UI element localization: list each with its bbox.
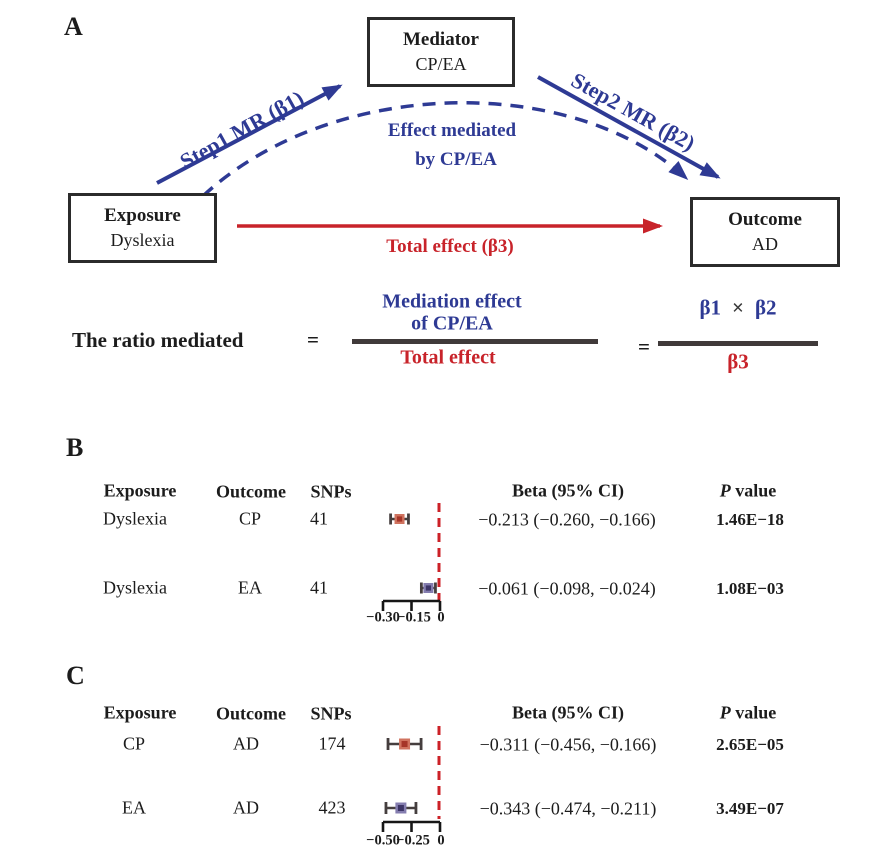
panel-b-tick-3: 0 — [437, 609, 445, 626]
panel-b-header-pvalue: P value — [719, 480, 777, 501]
panel-c-header-outcome: Outcome — [216, 703, 286, 724]
mediator-box: Mediator CP/EA — [367, 17, 515, 87]
cell-pvalue: 1.08E−03 — [716, 579, 784, 598]
forest-marker-c-2 — [384, 802, 418, 814]
mediated-dashed-arrow — [201, 101, 689, 198]
panel-b-label: B — [66, 433, 84, 462]
formula-lhs: The ratio mediated — [72, 328, 244, 352]
outcome-subtitle: AD — [752, 233, 778, 254]
outcome-box: Outcome AD — [690, 197, 840, 267]
formula-fraction-bar-1 — [352, 339, 598, 344]
cell-exposure: EA — [122, 797, 146, 818]
step2-arrow — [537, 75, 721, 179]
mediated-effect-label-line1: Effect mediated — [387, 120, 517, 141]
cell-outcome: AD — [233, 797, 259, 818]
mediator-subtitle: CP/EA — [415, 53, 467, 74]
panel-c-header-snps: SNPs — [310, 703, 352, 724]
formula-beta2: β2 — [754, 295, 777, 320]
formula-equals-2: = — [638, 334, 650, 359]
cell-pvalue: 3.49E−07 — [716, 799, 784, 818]
panel-c-header-exposure: Exposure — [103, 702, 177, 723]
panel-b-axis — [381, 599, 442, 611]
total-effect-label: Total effect (β3) — [386, 236, 514, 257]
forest-markers-layer — [384, 513, 437, 814]
panel-c-tick-2: −0.25 — [396, 832, 430, 849]
panel-a-label: A — [64, 12, 83, 41]
multiply-sign: × — [732, 295, 744, 320]
panel-b-header-snps: SNPs — [310, 481, 352, 502]
formula-fraction-bar-2 — [658, 341, 818, 346]
cell-exposure: CP — [122, 733, 146, 754]
formula-num1-line2: of CP/EA — [411, 312, 493, 335]
panel-b-tick-1: −0.30 — [366, 609, 400, 626]
panel-c-label: C — [66, 661, 85, 690]
panel-c-tick-3: 0 — [437, 832, 445, 849]
cell-beta: −0.343 (−0.474, −0.211) — [479, 798, 657, 819]
formula-den1: Total effect — [400, 346, 496, 369]
formula-num2: β1 × β2 — [699, 296, 776, 321]
cell-outcome: CP — [238, 508, 262, 529]
mediated-effect-label-line2: by CP/EA — [415, 149, 497, 170]
cell-exposure: Dyslexia — [103, 508, 167, 529]
cell-outcome: AD — [233, 733, 259, 754]
cell-pvalue: 1.46E−18 — [716, 510, 784, 529]
cell-beta: −0.061 (−0.098, −0.024) — [478, 578, 656, 599]
cell-snps: 41 — [310, 577, 328, 598]
panel-b-header-exposure: Exposure — [103, 480, 177, 501]
cell-snps: 41 — [310, 508, 328, 529]
outcome-title: Outcome — [728, 208, 802, 230]
cell-beta: −0.213 (−0.260, −0.166) — [478, 509, 656, 530]
step1-arrow — [156, 84, 343, 185]
panel-c-header-beta: Beta (95% CI) — [512, 702, 624, 723]
forest-marker-b-2 — [419, 582, 437, 594]
exposure-title: Exposure — [104, 204, 181, 226]
exposure-box: Exposure Dyslexia — [68, 193, 217, 263]
cell-snps: 423 — [318, 797, 346, 818]
forest-marker-b-1 — [389, 513, 410, 525]
forest-marker-c-1 — [386, 738, 423, 750]
formula-num1-line1: Mediation effect — [382, 290, 522, 313]
formula-equals-1: = — [307, 327, 319, 352]
cell-outcome: EA — [238, 577, 262, 598]
formula-beta1: β1 — [699, 295, 722, 320]
mediator-title: Mediator — [403, 28, 479, 50]
cell-pvalue: 2.65E−05 — [716, 735, 784, 754]
panel-b-header-outcome: Outcome — [216, 481, 286, 502]
panel-b-header-beta: Beta (95% CI) — [512, 480, 624, 501]
panel-b-tick-2: −0.15 — [397, 609, 431, 626]
panel-c-header-pvalue: P value — [719, 702, 777, 723]
cell-snps: 174 — [318, 733, 346, 754]
formula-den2: β3 — [727, 349, 749, 374]
cell-exposure: Dyslexia — [103, 577, 167, 598]
panel-c-tick-1: −0.50 — [366, 832, 400, 849]
exposure-subtitle: Dyslexia — [110, 229, 175, 250]
panel-c-axis — [381, 820, 442, 832]
cell-beta: −0.311 (−0.456, −0.166) — [479, 734, 657, 755]
